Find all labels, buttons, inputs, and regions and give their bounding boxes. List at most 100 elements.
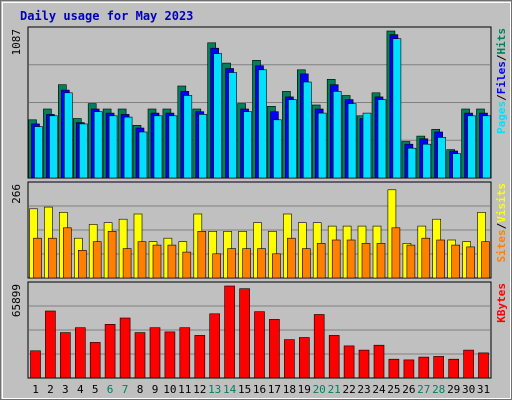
x-tick-label-day-31: 31 — [477, 383, 490, 396]
bar-sites-day-8 — [137, 241, 147, 279]
bar-sites-day-27 — [421, 237, 431, 279]
bar-kbytes-day-4 — [75, 327, 86, 379]
bar-pages-day-13 — [213, 53, 222, 179]
bar-pages-day-21 — [332, 91, 342, 179]
bar-kbytes-day-28 — [433, 356, 445, 379]
x-tick-label-day-10: 10 — [163, 383, 176, 396]
bar-sites-day-19 — [301, 248, 311, 279]
bar-pages-day-5 — [93, 111, 103, 179]
bar-sites-day-11 — [182, 251, 192, 279]
x-tick-label-day-11: 11 — [178, 383, 191, 396]
bar-kbytes-day-11 — [179, 327, 191, 379]
bar-pages-day-10 — [168, 115, 178, 179]
bar-pages-day-20 — [317, 112, 327, 179]
bar-kbytes-day-1 — [30, 350, 41, 379]
bar-pages-day-14 — [228, 72, 237, 179]
bar-pages-day-6 — [108, 115, 118, 179]
x-tick-label-day-3: 3 — [62, 383, 69, 396]
x-tick-label-day-12: 12 — [193, 383, 206, 396]
bar-kbytes-day-7 — [119, 317, 131, 379]
legend-item: / — [495, 94, 508, 101]
panel-middle: 266 Sites/Visits — [10, 181, 508, 279]
x-tick-label-day-16: 16 — [253, 383, 266, 396]
bar-sites-day-18 — [287, 237, 296, 279]
bar-kbytes-day-2 — [45, 310, 56, 379]
bar-pages-day-3 — [63, 92, 73, 179]
x-tick-label-day-2: 2 — [47, 383, 54, 396]
bar-sites-day-17 — [272, 253, 281, 279]
bar-sites-day-30 — [466, 246, 475, 279]
bar-kbytes-day-23 — [358, 349, 370, 379]
chart-title: Daily usage for May 2023 — [20, 9, 193, 23]
bar-kbytes-day-18 — [284, 339, 295, 379]
bar-pages-day-22 — [347, 103, 357, 179]
legend-item: / — [495, 222, 508, 229]
bar-sites-day-16 — [257, 248, 266, 279]
bar-sites-day-1 — [33, 237, 42, 279]
bar-kbytes-day-13 — [209, 313, 220, 379]
legend-item: / — [495, 54, 508, 61]
legend-item: Visits — [495, 183, 508, 223]
x-tick-label-day-30: 30 — [462, 383, 475, 396]
bar-kbytes-day-9 — [149, 327, 161, 379]
bar-pages-day-7 — [123, 116, 133, 179]
bar-sites-day-5 — [92, 241, 102, 279]
bar-kbytes-day-17 — [269, 319, 280, 379]
legend-item: Pages — [495, 101, 508, 134]
bar-sites-day-15 — [242, 248, 251, 279]
bar-sites-day-10 — [167, 244, 177, 279]
panel-bottom: 65899 KBytes — [10, 281, 508, 379]
bar-kbytes-day-15 — [239, 288, 250, 379]
bar-pages-day-4 — [79, 123, 88, 179]
x-tick-label-day-1: 1 — [32, 383, 39, 396]
bar-pages-day-12 — [198, 114, 208, 179]
y-max-label-top: 1087 — [10, 29, 23, 56]
bar-kbytes-day-30 — [463, 349, 474, 379]
bar-pages-day-24 — [377, 99, 387, 179]
bar-pages-day-26 — [407, 147, 417, 179]
bar-pages-day-2 — [49, 115, 58, 179]
y-max-label-middle: 266 — [10, 184, 23, 204]
x-tick-label-day-4: 4 — [77, 383, 84, 396]
bar-kbytes-day-29 — [448, 358, 460, 379]
bar-pages-day-25 — [392, 38, 402, 179]
bar-sites-day-25 — [391, 227, 401, 279]
bar-pages-day-8 — [138, 131, 148, 179]
x-tick-label-day-18: 18 — [283, 383, 296, 396]
bar-sites-day-13 — [212, 253, 221, 279]
x-tick-label-day-20: 20 — [313, 383, 326, 396]
bar-sites-day-4 — [78, 250, 87, 279]
bar-sites-day-23 — [361, 243, 371, 279]
legend-item: Hits — [495, 28, 508, 55]
bar-sites-day-31 — [481, 241, 490, 279]
bar-kbytes-day-27 — [418, 356, 430, 379]
bar-pages-day-1 — [34, 126, 43, 179]
bar-sites-day-21 — [331, 239, 341, 279]
x-tick-label-day-23: 23 — [357, 383, 370, 396]
x-tick-label-day-15: 15 — [238, 383, 251, 396]
bar-pages-day-11 — [183, 95, 193, 179]
bar-pages-day-28 — [437, 137, 447, 179]
bar-kbytes-day-16 — [254, 311, 265, 379]
x-tick-label-day-29: 29 — [447, 383, 460, 396]
legend-top: Pages/Files/Hits — [495, 28, 508, 134]
x-tick-label-day-27: 27 — [417, 383, 430, 396]
bar-pages-day-16 — [258, 69, 267, 179]
bar-pages-day-27 — [422, 143, 432, 179]
bar-sites-day-22 — [346, 239, 356, 279]
bar-sites-day-3 — [62, 227, 72, 279]
bar-kbytes-day-25 — [388, 358, 400, 379]
bar-sites-day-9 — [152, 244, 162, 279]
bar-pages-day-30 — [467, 115, 476, 179]
x-tick-label-day-7: 7 — [122, 383, 129, 396]
x-tick-label-day-22: 22 — [342, 383, 355, 396]
bar-kbytes-day-20 — [313, 314, 325, 379]
legend-item: Files — [495, 61, 508, 94]
bar-sites-day-24 — [376, 243, 386, 279]
x-tick-label-day-17: 17 — [268, 383, 281, 396]
x-tick-label-day-19: 19 — [298, 383, 311, 396]
bar-pages-day-9 — [153, 115, 163, 179]
